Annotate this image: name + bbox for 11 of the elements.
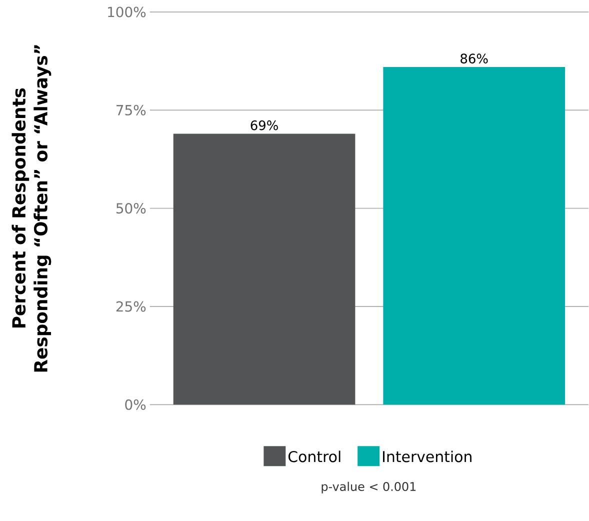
data-label: 69% [250, 120, 278, 130]
data-label: 86% [460, 54, 488, 64]
y-tick-label: 50% [116, 203, 146, 214]
legend-label: Control [288, 450, 340, 462]
y-tick-label: 100% [108, 6, 146, 18]
y-tick-label: 0% [125, 400, 146, 410]
y-axis-title: Percent of Respondents Responding “Often” or “Always” [12, 45, 52, 372]
y-tick-label: 75% [116, 105, 146, 116]
text: p-value < 0.001 [322, 482, 416, 494]
y-tick-label: 25% [116, 301, 146, 312]
legend-label: Intervention [383, 450, 472, 462]
